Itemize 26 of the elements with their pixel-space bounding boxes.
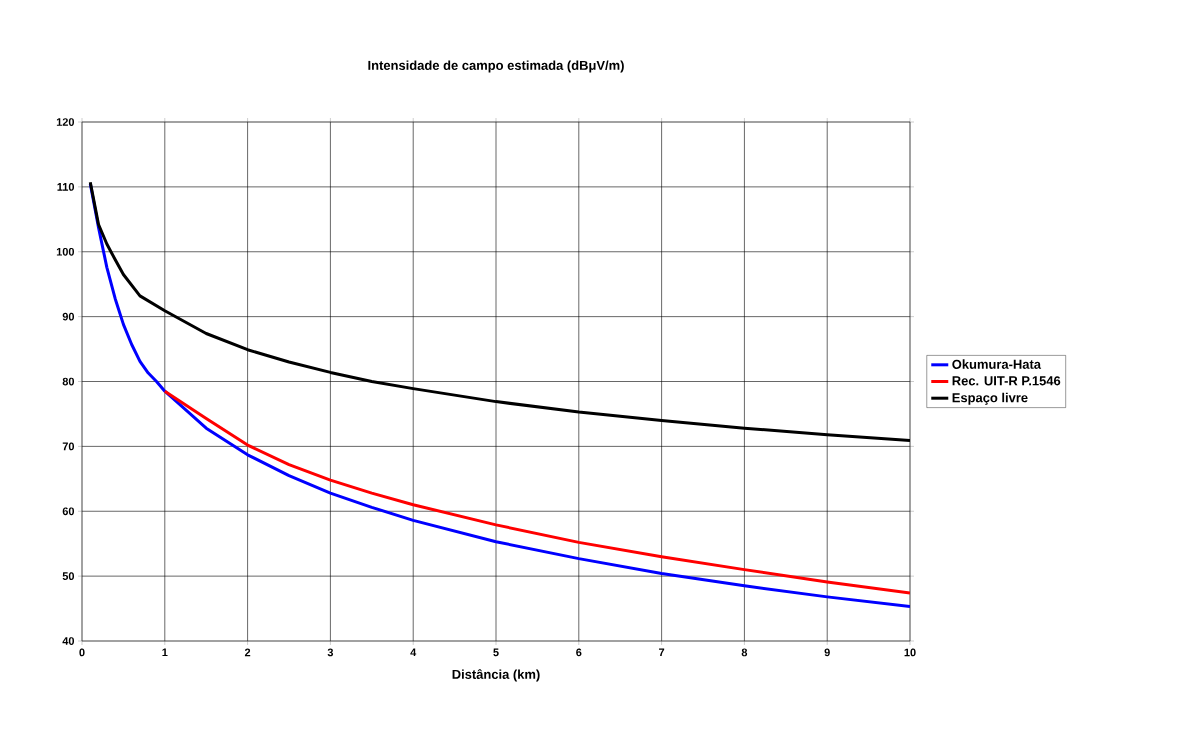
x-tick-label: 5 (493, 648, 499, 657)
y-tick-label: 80 (62, 377, 75, 386)
x-axis-title: Distância (km) (452, 669, 540, 682)
y-tick-label: 70 (62, 442, 75, 451)
y-tick-label: 60 (62, 507, 75, 516)
y-tick-label: 50 (62, 572, 75, 581)
x-tick-label: 9 (824, 648, 830, 657)
legend-label: Espaço livre (952, 392, 1028, 405)
y-tick-label: 110 (57, 183, 75, 191)
x-tick-label: 1 (162, 648, 168, 657)
x-tick-label: 10 (904, 648, 916, 657)
x-tick-label: 3 (327, 648, 334, 657)
y-tick-label: 40 (62, 637, 75, 645)
y-tick-label: 120 (56, 118, 75, 126)
y-tick-label: 90 (62, 312, 75, 321)
legend-label: Rec. UIT-R P.1546 (952, 376, 1061, 386)
chart-title: Intensidade de campo estimada (dBμV/m) (368, 60, 624, 73)
x-tick-label: 7 (659, 648, 665, 657)
line-series (163, 389, 911, 595)
x-tick-label: 4 (410, 648, 417, 657)
y-tick-label: 100 (56, 247, 75, 256)
x-tick-label: 0 (79, 648, 85, 657)
x-tick-label: 2 (244, 648, 251, 657)
legend-label: Okumura-Hata (952, 359, 1042, 369)
x-tick-label: 8 (741, 648, 748, 657)
x-tick-label: 6 (576, 648, 582, 657)
